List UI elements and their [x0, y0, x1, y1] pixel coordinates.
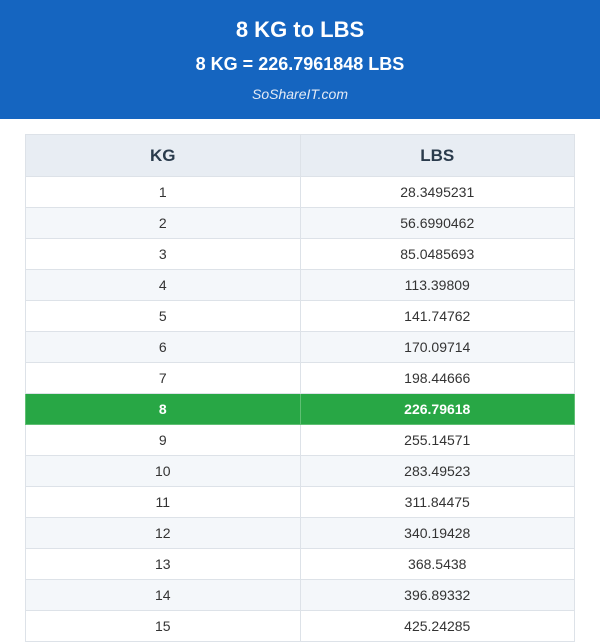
cell-kg: 1: [25, 176, 301, 208]
cell-kg: 9: [25, 424, 301, 456]
cell-lbs: 198.44666: [299, 362, 575, 394]
site-name: SoShareIT.com: [252, 86, 348, 102]
column-header-lbs: LBS: [299, 134, 575, 177]
table-row: 15 425.24285: [25, 610, 575, 642]
cell-lbs: 226.79618: [299, 393, 575, 425]
table-row: 12 340.19428: [25, 517, 575, 549]
table-row: 1 28.3495231: [25, 176, 575, 208]
table-row: 9 255.14571: [25, 424, 575, 456]
page-header: 8 KG to LBS 8 KG = 226.7961848 LBS SoSha…: [0, 0, 600, 119]
table-row: 13 368.5438: [25, 548, 575, 580]
cell-lbs: 255.14571: [299, 424, 575, 456]
cell-kg: 10: [25, 455, 301, 487]
cell-kg: 7: [25, 362, 301, 394]
cell-kg: 12: [25, 517, 301, 549]
cell-kg: 2: [25, 207, 301, 239]
cell-kg: 11: [25, 486, 301, 518]
cell-lbs: 340.19428: [299, 517, 575, 549]
table-row: 11 311.84475: [25, 486, 575, 518]
table-row: 14 396.89332: [25, 579, 575, 611]
cell-kg: 15: [25, 610, 301, 642]
table-header-row: KG LBS: [25, 134, 575, 177]
cell-kg: 8: [25, 393, 301, 425]
cell-kg: 13: [25, 548, 301, 580]
table-row-highlighted: 8 226.79618: [25, 393, 575, 425]
cell-lbs: 368.5438: [299, 548, 575, 580]
table-row: 3 85.0485693: [25, 238, 575, 270]
cell-kg: 5: [25, 300, 301, 332]
table-row: 10 283.49523: [25, 455, 575, 487]
cell-lbs: 311.84475: [299, 486, 575, 518]
table-row: 7 198.44666: [25, 362, 575, 394]
page-title: 8 KG to LBS: [235, 17, 365, 42]
table-body: 1 28.3495231 2 56.6990462 3 85.0485693 4 113.39…: [25, 176, 575, 642]
cell-kg: 4: [25, 269, 301, 301]
cell-kg: 6: [25, 331, 301, 363]
cell-lbs: 396.89332: [299, 579, 575, 611]
table-row: 2 56.6990462: [25, 207, 575, 239]
cell-lbs: 141.74762: [299, 300, 575, 332]
cell-lbs: 28.3495231: [299, 176, 575, 208]
cell-lbs: 425.24285: [299, 610, 575, 642]
cell-kg: 3: [25, 238, 301, 270]
cell-lbs: 283.49523: [299, 455, 575, 487]
table-row: 4 113.39809: [25, 269, 575, 301]
table-row: 6 170.09714: [25, 331, 575, 363]
table-row: 5 141.74762: [25, 300, 575, 332]
conversion-table-container: KG LBS 1 28.3495231 2 56.6990462 3 85.0485693…: [25, 134, 575, 642]
conversion-result: 8 KG = 226.7961848 LBS: [195, 54, 405, 74]
cell-lbs: 170.09714: [299, 331, 575, 363]
cell-lbs: 56.6990462: [299, 207, 575, 239]
cell-lbs: 113.39809: [299, 269, 575, 301]
cell-kg: 14: [25, 579, 301, 611]
conversion-table: KG LBS 1 28.3495231 2 56.6990462 3 85.0485693…: [25, 134, 575, 642]
cell-lbs: 85.0485693: [299, 238, 575, 270]
column-header-kg: KG: [25, 134, 301, 177]
